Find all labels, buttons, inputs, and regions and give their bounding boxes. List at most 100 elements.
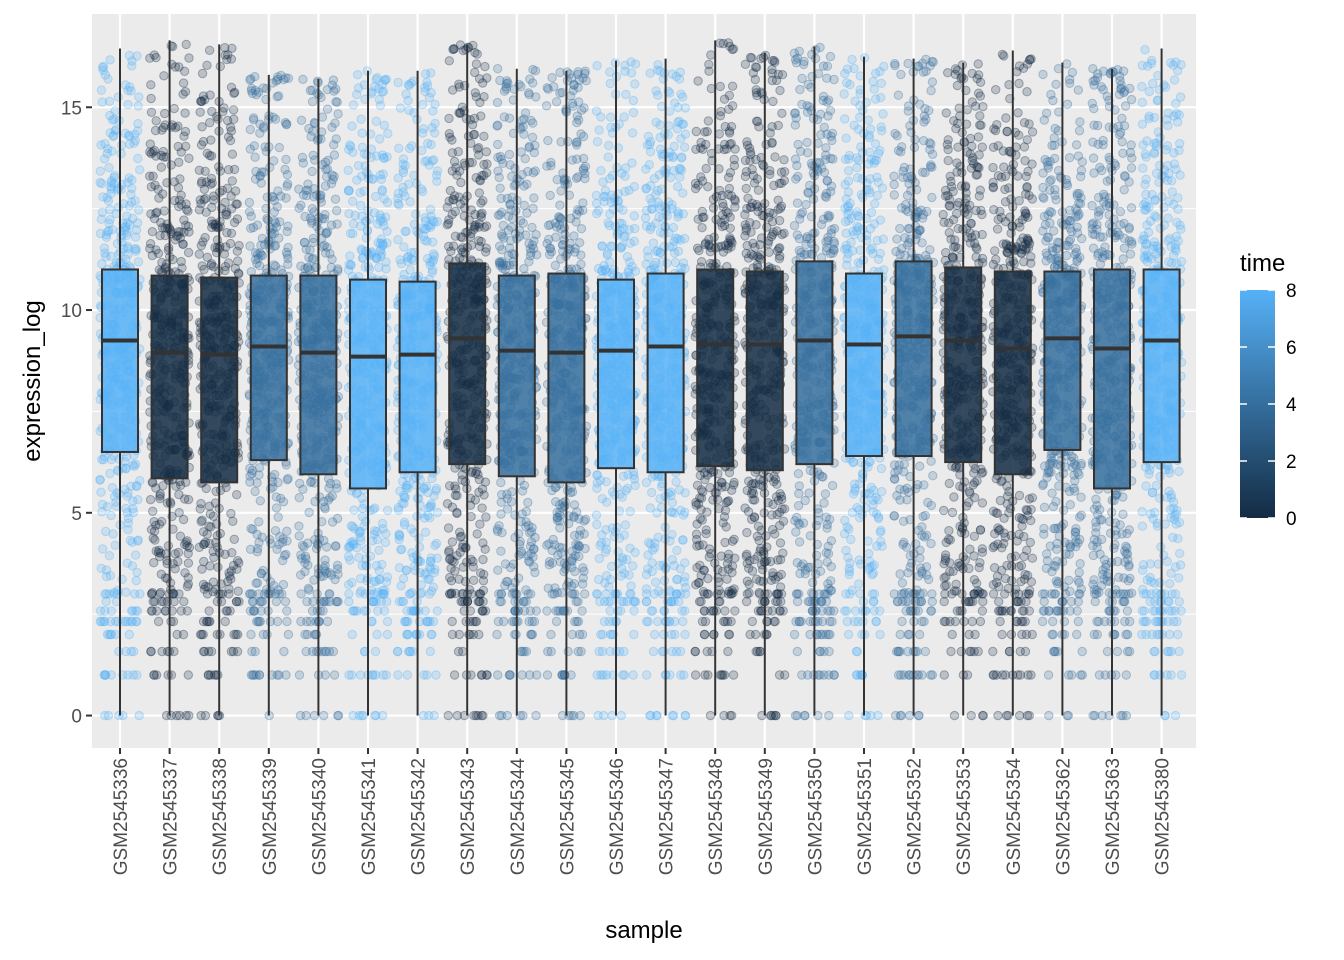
point <box>361 544 372 554</box>
point <box>215 61 226 72</box>
point <box>680 710 690 721</box>
point <box>155 587 166 598</box>
point <box>552 175 562 185</box>
point <box>131 225 142 235</box>
point <box>149 213 160 224</box>
point <box>572 616 582 627</box>
point <box>602 497 612 507</box>
point <box>641 569 652 580</box>
point <box>455 532 466 542</box>
point <box>531 710 541 721</box>
point <box>280 117 291 128</box>
point <box>356 114 366 124</box>
point <box>358 503 368 514</box>
point <box>107 225 118 235</box>
point <box>308 233 318 244</box>
point <box>132 616 142 627</box>
point <box>444 56 454 66</box>
point <box>648 646 659 657</box>
point <box>349 505 359 515</box>
point <box>259 239 270 250</box>
point <box>549 589 560 599</box>
point <box>122 558 133 568</box>
point <box>123 85 133 96</box>
point <box>570 566 580 577</box>
point <box>197 68 208 79</box>
point <box>457 542 468 552</box>
point <box>197 122 207 132</box>
point <box>246 629 256 640</box>
point <box>372 629 382 640</box>
point <box>479 131 489 142</box>
point <box>166 122 177 132</box>
point <box>461 227 471 238</box>
point <box>134 205 144 215</box>
point <box>480 477 491 487</box>
point <box>206 646 217 657</box>
point <box>176 256 186 267</box>
point <box>258 629 269 640</box>
point <box>469 575 479 585</box>
point <box>493 210 504 221</box>
point <box>568 85 578 96</box>
point <box>605 606 615 616</box>
point <box>179 227 189 238</box>
point <box>647 472 657 482</box>
point <box>123 513 134 524</box>
point <box>99 455 109 465</box>
point <box>458 254 468 265</box>
point <box>97 259 107 269</box>
point <box>519 200 529 211</box>
point <box>145 495 156 505</box>
point <box>295 478 305 489</box>
point <box>106 188 116 199</box>
point <box>159 206 170 216</box>
point <box>352 175 362 185</box>
point <box>344 589 354 599</box>
point <box>312 589 322 599</box>
point <box>311 629 322 640</box>
point <box>496 193 506 204</box>
point <box>100 589 110 599</box>
point <box>173 556 183 567</box>
point <box>252 258 262 268</box>
point <box>478 576 489 586</box>
point <box>100 248 110 258</box>
point <box>229 88 239 99</box>
point <box>178 629 189 640</box>
point <box>345 251 355 261</box>
point <box>444 129 454 139</box>
point <box>125 220 135 230</box>
point <box>247 646 257 657</box>
point <box>183 670 194 680</box>
point <box>667 498 678 508</box>
point <box>146 646 156 657</box>
point <box>495 260 505 271</box>
point <box>327 122 337 133</box>
point <box>594 125 604 135</box>
point <box>322 104 333 114</box>
point <box>375 134 385 144</box>
point <box>153 248 164 259</box>
point <box>675 172 685 182</box>
point <box>114 710 124 721</box>
point <box>347 629 357 640</box>
point <box>320 504 330 514</box>
point <box>169 103 179 114</box>
point <box>461 616 471 627</box>
point <box>575 238 585 248</box>
point <box>180 568 190 578</box>
point <box>566 73 577 83</box>
point <box>542 670 553 680</box>
point <box>418 124 429 134</box>
point <box>431 670 441 680</box>
point <box>357 128 367 138</box>
point <box>649 629 660 640</box>
point <box>572 507 582 517</box>
point <box>95 474 105 485</box>
point <box>557 670 567 680</box>
point <box>320 181 331 191</box>
point <box>228 516 238 526</box>
point <box>254 470 264 480</box>
point <box>122 211 132 221</box>
